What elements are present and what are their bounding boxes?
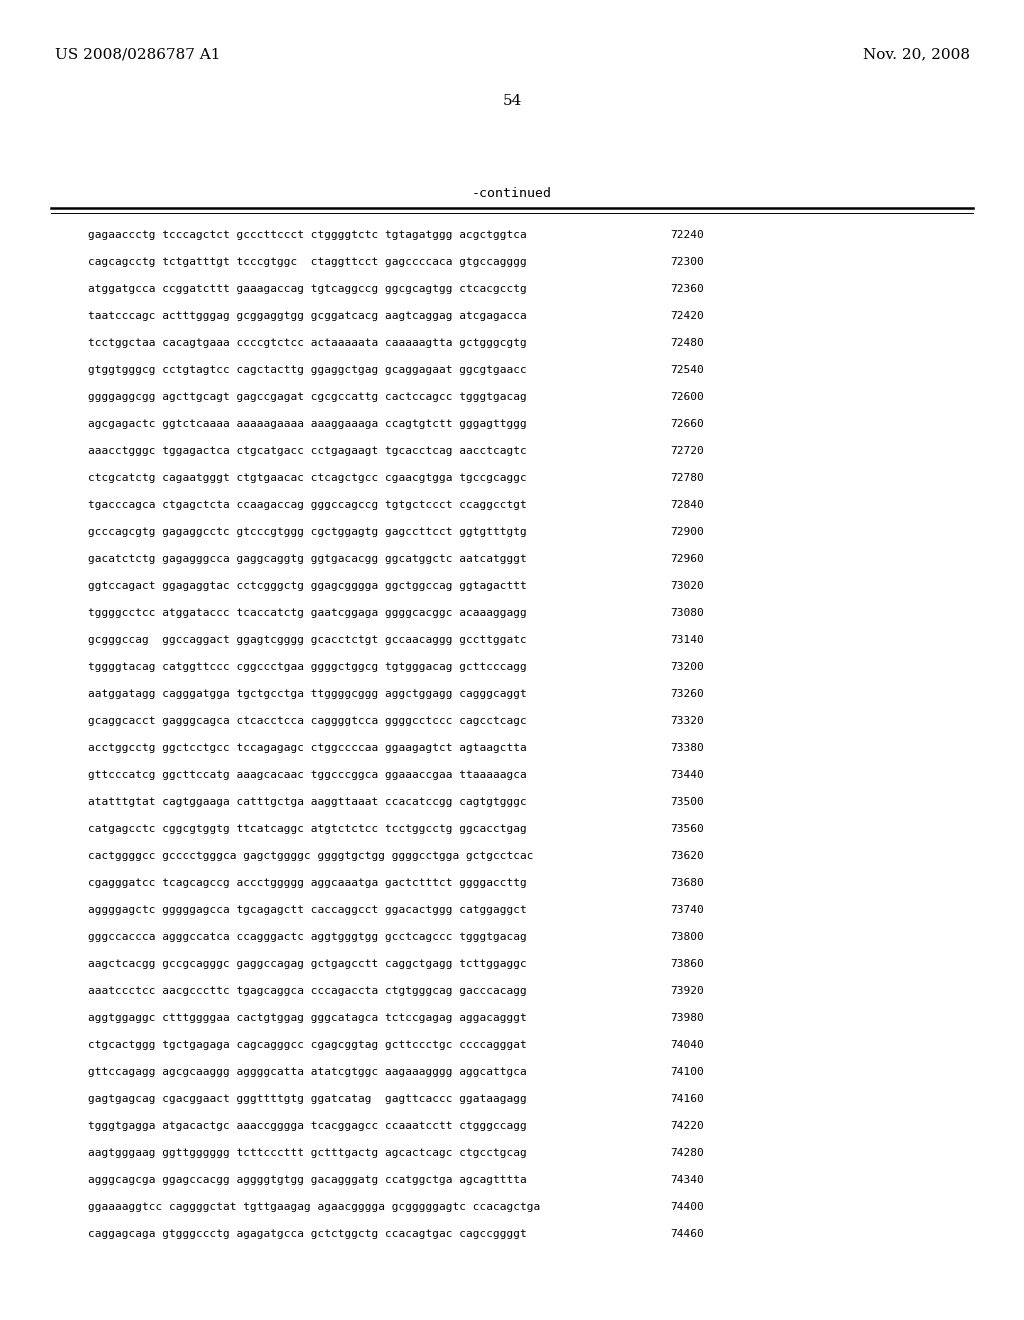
Text: 74400: 74400 [670, 1203, 703, 1212]
Text: aaatccctcc aacgcccttc tgagcaggca cccagaccta ctgtgggcag gacccacagg: aaatccctcc aacgcccttc tgagcaggca cccagac… [88, 986, 526, 997]
Text: 74160: 74160 [670, 1094, 703, 1104]
Text: tcctggctaa cacagtgaaa ccccgtctcc actaaaaata caaaaagtta gctgggcgtg: tcctggctaa cacagtgaaa ccccgtctcc actaaaa… [88, 338, 526, 348]
Text: gacatctctg gagagggcca gaggcaggtg ggtgacacgg ggcatggctc aatcatgggt: gacatctctg gagagggcca gaggcaggtg ggtgaca… [88, 554, 526, 564]
Text: caggagcaga gtgggccctg agagatgcca gctctggctg ccacagtgac cagccggggt: caggagcaga gtgggccctg agagatgcca gctctgg… [88, 1229, 526, 1239]
Text: 72900: 72900 [670, 527, 703, 537]
Text: ggtccagact ggagaggtac cctcgggctg ggagcgggga ggctggccag ggtagacttt: ggtccagact ggagaggtac cctcgggctg ggagcgg… [88, 581, 526, 591]
Text: 72540: 72540 [670, 366, 703, 375]
Text: tggggcctcc atggataccc tcaccatctg gaatcggaga ggggcacggc acaaaggagg: tggggcctcc atggataccc tcaccatctg gaatcgg… [88, 609, 526, 618]
Text: aatggatagg cagggatgga tgctgcctga ttggggcggg aggctggagg cagggcaggt: aatggatagg cagggatgga tgctgcctga ttggggc… [88, 689, 526, 700]
Text: 54: 54 [503, 94, 521, 108]
Text: 73920: 73920 [670, 986, 703, 997]
Text: 73500: 73500 [670, 797, 703, 807]
Text: tggggtacag catggttccc cggccctgaa ggggctggcg tgtgggacag gcttcccagg: tggggtacag catggttccc cggccctgaa ggggctg… [88, 663, 526, 672]
Text: 72780: 72780 [670, 473, 703, 483]
Text: gcaggcacct gagggcagca ctcacctcca caggggtcca ggggcctccc cagcctcagc: gcaggcacct gagggcagca ctcacctcca caggggt… [88, 715, 526, 726]
Text: aggggagctc gggggagcca tgcagagctt caccaggcct ggacactggg catggaggct: aggggagctc gggggagcca tgcagagctt caccagg… [88, 906, 526, 915]
Text: ggaaaaggtcc caggggctat tgttgaagag agaacgggga gcgggggagtc ccacagctga: ggaaaaggtcc caggggctat tgttgaagag agaacg… [88, 1203, 541, 1212]
Text: 73860: 73860 [670, 960, 703, 969]
Text: 73380: 73380 [670, 743, 703, 752]
Text: gagaaccctg tcccagctct gcccttccct ctggggtctc tgtagatggg acgctggtca: gagaaccctg tcccagctct gcccttccct ctggggt… [88, 230, 526, 240]
Text: cgagggatcc tcagcagccg accctggggg aggcaaatga gactctttct ggggaccttg: cgagggatcc tcagcagccg accctggggg aggcaaa… [88, 878, 526, 888]
Text: taatcccagc actttgggag gcggaggtgg gcggatcacg aagtcaggag atcgagacca: taatcccagc actttgggag gcggaggtgg gcggatc… [88, 312, 526, 321]
Text: ctgcactggg tgctgagaga cagcagggcc cgagcggtag gcttccctgc ccccagggat: ctgcactggg tgctgagaga cagcagggcc cgagcgg… [88, 1040, 526, 1049]
Text: gcccagcgtg gagaggcctc gtcccgtggg cgctggagtg gagccttcct ggtgtttgtg: gcccagcgtg gagaggcctc gtcccgtggg cgctgga… [88, 527, 526, 537]
Text: 74340: 74340 [670, 1175, 703, 1185]
Text: 73560: 73560 [670, 824, 703, 834]
Text: 72840: 72840 [670, 500, 703, 510]
Text: ctcgcatctg cagaatgggt ctgtgaacac ctcagctgcc cgaacgtgga tgccgcaggc: ctcgcatctg cagaatgggt ctgtgaacac ctcagct… [88, 473, 526, 483]
Text: 73080: 73080 [670, 609, 703, 618]
Text: US 2008/0286787 A1: US 2008/0286787 A1 [55, 48, 220, 61]
Text: 72420: 72420 [670, 312, 703, 321]
Text: cagcagcctg tctgatttgt tcccgtggc  ctaggttcct gagccccaca gtgccagggg: cagcagcctg tctgatttgt tcccgtggc ctaggttc… [88, 257, 526, 267]
Text: tgacccagca ctgagctcta ccaagaccag gggccagccg tgtgctccct ccaggcctgt: tgacccagca ctgagctcta ccaagaccag gggccag… [88, 500, 526, 510]
Text: 72300: 72300 [670, 257, 703, 267]
Text: 74280: 74280 [670, 1148, 703, 1158]
Text: catgagcctc cggcgtggtg ttcatcaggc atgtctctcc tcctggcctg ggcacctgag: catgagcctc cggcgtggtg ttcatcaggc atgtctc… [88, 824, 526, 834]
Text: aagtgggaag ggttgggggg tcttcccttt gctttgactg agcactcagc ctgcctgcag: aagtgggaag ggttgggggg tcttcccttt gctttga… [88, 1148, 526, 1158]
Text: 73740: 73740 [670, 906, 703, 915]
Text: aggtggaggc ctttggggaa cactgtggag gggcatagca tctccgagag aggacagggt: aggtggaggc ctttggggaa cactgtggag gggcata… [88, 1012, 526, 1023]
Text: 73620: 73620 [670, 851, 703, 861]
Text: 73320: 73320 [670, 715, 703, 726]
Text: gttcccatcg ggcttccatg aaagcacaac tggcccggca ggaaaccgaa ttaaaaagca: gttcccatcg ggcttccatg aaagcacaac tggcccg… [88, 770, 526, 780]
Text: 74100: 74100 [670, 1067, 703, 1077]
Text: 72660: 72660 [670, 418, 703, 429]
Text: 72480: 72480 [670, 338, 703, 348]
Text: agcgagactc ggtctcaaaa aaaaagaaaa aaaggaaaga ccagtgtctt gggagttggg: agcgagactc ggtctcaaaa aaaaagaaaa aaaggaa… [88, 418, 526, 429]
Text: agggcagcga ggagccacgg aggggtgtgg gacagggatg ccatggctga agcagtttta: agggcagcga ggagccacgg aggggtgtgg gacaggg… [88, 1175, 526, 1185]
Text: 73140: 73140 [670, 635, 703, 645]
Text: 74040: 74040 [670, 1040, 703, 1049]
Text: 74460: 74460 [670, 1229, 703, 1239]
Text: acctggcctg ggctcctgcc tccagagagc ctggccccaa ggaagagtct agtaagctta: acctggcctg ggctcctgcc tccagagagc ctggccc… [88, 743, 526, 752]
Text: tgggtgagga atgacactgc aaaccgggga tcacggagcc ccaaatcctt ctgggccagg: tgggtgagga atgacactgc aaaccgggga tcacgga… [88, 1121, 526, 1131]
Text: cactggggcc gcccctgggca gagctggggc ggggtgctgg ggggcctgga gctgcctcac: cactggggcc gcccctgggca gagctggggc ggggtg… [88, 851, 534, 861]
Text: 73020: 73020 [670, 581, 703, 591]
Text: -continued: -continued [472, 187, 552, 201]
Text: 73200: 73200 [670, 663, 703, 672]
Text: 73980: 73980 [670, 1012, 703, 1023]
Text: ggggaggcgg agcttgcagt gagccgagat cgcgccattg cactccagcc tgggtgacag: ggggaggcgg agcttgcagt gagccgagat cgcgcca… [88, 392, 526, 403]
Text: 74220: 74220 [670, 1121, 703, 1131]
Text: 73260: 73260 [670, 689, 703, 700]
Text: 73440: 73440 [670, 770, 703, 780]
Text: gttccagagg agcgcaaggg aggggcatta atatcgtggc aagaaagggg aggcattgca: gttccagagg agcgcaaggg aggggcatta atatcgt… [88, 1067, 526, 1077]
Text: Nov. 20, 2008: Nov. 20, 2008 [863, 48, 970, 61]
Text: 72600: 72600 [670, 392, 703, 403]
Text: 73680: 73680 [670, 878, 703, 888]
Text: gtggtgggcg cctgtagtcc cagctacttg ggaggctgag gcaggagaat ggcgtgaacc: gtggtgggcg cctgtagtcc cagctacttg ggaggct… [88, 366, 526, 375]
Text: atatttgtat cagtggaaga catttgctga aaggttaaat ccacatccgg cagtgtgggc: atatttgtat cagtggaaga catttgctga aaggtta… [88, 797, 526, 807]
Text: atggatgcca ccggatcttt gaaagaccag tgtcaggccg ggcgcagtgg ctcacgcctg: atggatgcca ccggatcttt gaaagaccag tgtcagg… [88, 284, 526, 294]
Text: 73800: 73800 [670, 932, 703, 942]
Text: aagctcacgg gccgcagggc gaggccagag gctgagcctt caggctgagg tcttggaggc: aagctcacgg gccgcagggc gaggccagag gctgagc… [88, 960, 526, 969]
Text: 72240: 72240 [670, 230, 703, 240]
Text: 72960: 72960 [670, 554, 703, 564]
Text: 72720: 72720 [670, 446, 703, 455]
Text: gagtgagcag cgacggaact gggttttgtg ggatcatag  gagttcaccc ggataagagg: gagtgagcag cgacggaact gggttttgtg ggatcat… [88, 1094, 526, 1104]
Text: gggccaccca agggccatca ccagggactc aggtgggtgg gcctcagccc tgggtgacag: gggccaccca agggccatca ccagggactc aggtggg… [88, 932, 526, 942]
Text: aaacctgggc tggagactca ctgcatgacc cctgagaagt tgcacctcag aacctcagtc: aaacctgggc tggagactca ctgcatgacc cctgaga… [88, 446, 526, 455]
Text: 72360: 72360 [670, 284, 703, 294]
Text: gcgggccag  ggccaggact ggagtcgggg gcacctctgt gccaacaggg gccttggatc: gcgggccag ggccaggact ggagtcgggg gcacctct… [88, 635, 526, 645]
